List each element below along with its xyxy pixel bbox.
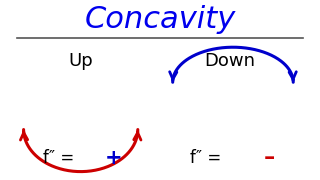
Text: Concavity: Concavity [84,5,236,34]
Text: +: + [105,148,123,168]
Text: f″ =: f″ = [43,148,79,166]
Text: –: – [264,148,275,168]
Text: Up: Up [68,52,93,70]
Text: Down: Down [204,52,255,70]
Text: f″ =: f″ = [190,148,227,166]
